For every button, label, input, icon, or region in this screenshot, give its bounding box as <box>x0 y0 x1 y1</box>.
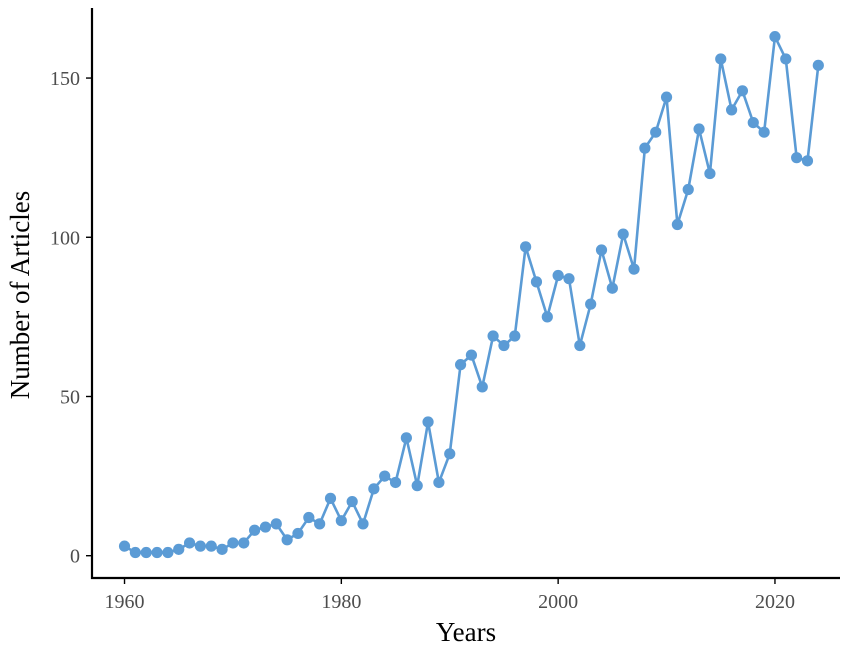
y-axis-ticks: 0 50 100 150 <box>50 68 92 568</box>
data-point <box>595 244 608 256</box>
data-point <box>541 311 553 323</box>
data-point <box>324 492 337 504</box>
data-point <box>812 59 824 71</box>
data-point <box>205 540 217 552</box>
data-point <box>509 330 521 342</box>
data-point <box>476 381 488 393</box>
data-point <box>498 339 510 352</box>
data-point <box>585 298 597 310</box>
data-point <box>314 518 326 530</box>
data-point <box>758 126 770 138</box>
x-axis-ticks: 1960 1980 2000 2020 <box>105 578 795 613</box>
data-point <box>270 518 282 530</box>
data-point <box>563 273 575 285</box>
data-point <box>465 349 478 361</box>
data-point <box>791 152 803 164</box>
data-point <box>249 524 261 536</box>
data-point <box>216 543 228 555</box>
data-point <box>368 483 380 495</box>
data-point <box>454 359 467 371</box>
data-point <box>682 183 694 196</box>
data-point <box>162 546 174 559</box>
data-point <box>736 85 749 97</box>
data-point <box>433 476 445 489</box>
data-point <box>118 540 131 552</box>
data-point <box>173 543 185 555</box>
data-point <box>444 448 456 460</box>
data-point <box>606 282 618 294</box>
axes-lines <box>90 8 840 580</box>
data-point <box>422 416 434 428</box>
plot-area <box>118 31 824 559</box>
x-tick-label: 1960 <box>105 591 145 613</box>
x-tick-label: 2000 <box>538 591 578 613</box>
data-point <box>660 91 673 103</box>
data-point <box>520 241 532 253</box>
series-layer <box>118 31 824 559</box>
data-point <box>281 534 293 546</box>
data-point <box>617 228 629 240</box>
data-point <box>357 518 369 530</box>
x-tick-label: 2020 <box>755 591 795 613</box>
data-point <box>769 31 781 43</box>
data-point <box>650 126 662 138</box>
data-point <box>400 432 412 444</box>
data-point <box>530 276 543 288</box>
data-point <box>183 537 196 549</box>
data-point <box>487 330 499 342</box>
data-point <box>194 540 207 552</box>
y-tick-label: 0 <box>70 546 80 568</box>
data-point <box>725 104 738 116</box>
data-point <box>574 339 586 352</box>
data-point <box>335 515 347 527</box>
data-point <box>801 155 814 167</box>
y-tick-label: 100 <box>50 227 80 249</box>
data-point <box>389 476 402 489</box>
data-point <box>151 546 163 559</box>
x-axis-label: Years <box>436 617 496 647</box>
y-axis-label: Number of Articles <box>5 191 35 399</box>
data-point <box>227 537 239 549</box>
data-point <box>780 53 792 65</box>
data-point <box>140 546 152 559</box>
x-tick-label: 1980 <box>321 591 361 613</box>
data-point <box>628 263 640 275</box>
data-point <box>238 537 250 549</box>
data-point <box>639 142 651 154</box>
data-point <box>379 470 391 482</box>
data-point <box>704 167 716 180</box>
data-point <box>715 53 727 65</box>
data-point <box>411 480 423 492</box>
y-tick-label: 150 <box>50 68 80 90</box>
data-point <box>552 269 564 282</box>
data-point <box>671 218 683 231</box>
data-point <box>303 511 315 524</box>
data-point <box>346 495 358 508</box>
data-point <box>129 546 141 559</box>
series-line <box>123 35 820 554</box>
data-point <box>747 117 759 129</box>
y-tick-label: 50 <box>60 386 80 408</box>
data-point <box>259 521 272 533</box>
data-point <box>693 123 705 135</box>
data-point <box>292 527 304 540</box>
